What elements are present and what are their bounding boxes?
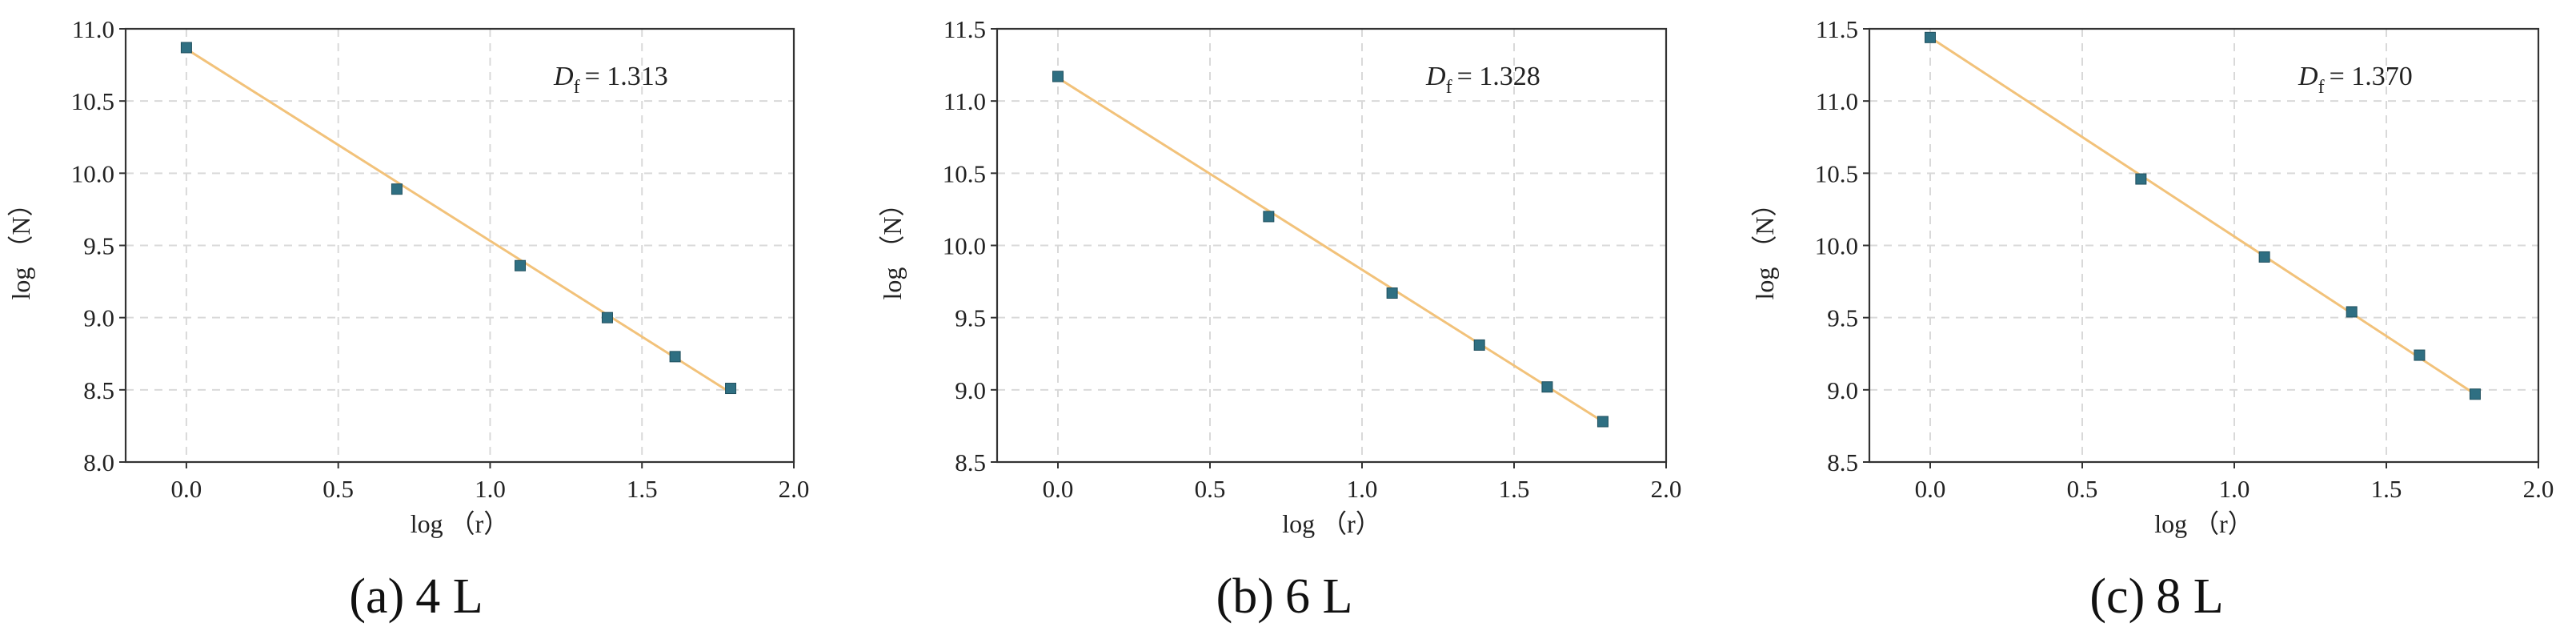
y-tick-label: 8.0: [83, 448, 114, 476]
df-symbol: D: [2298, 62, 2318, 91]
data-point: [1473, 339, 1485, 351]
df-annotation: Df = 1.313: [553, 62, 668, 98]
caption-volume: 8 L: [2156, 569, 2223, 624]
y-tick-label: 9.0: [1827, 376, 1858, 404]
y-tick-label: 8.5: [955, 448, 986, 476]
panel-caption: (a) 4 L: [349, 569, 483, 624]
x-tick-label: 0.0: [171, 475, 202, 503]
df-subscript: f: [574, 77, 580, 98]
panel-caption: (c) 8 L: [2089, 569, 2223, 624]
data-point: [515, 259, 527, 271]
df-symbol: D: [1425, 62, 1446, 91]
x-tick-label: 0.0: [1915, 475, 1946, 503]
df-subscript: f: [2318, 77, 2325, 98]
x-tick-label: 0.5: [1195, 475, 1226, 503]
x-axis-label: log （r）: [1282, 509, 1381, 538]
y-tick-label: 10.5: [943, 159, 986, 187]
panel-caption: (b) 6 L: [1216, 569, 1353, 624]
data-point: [1925, 31, 1936, 43]
x-tick-label: 2.0: [2523, 475, 2554, 503]
x-axis-label: log （r）: [2154, 509, 2253, 538]
data-point: [2135, 173, 2147, 185]
y-tick-label: 10.0: [943, 232, 986, 260]
x-tick-label: 1.0: [2219, 475, 2250, 503]
data-point: [1052, 70, 1064, 82]
data-point: [601, 311, 613, 324]
y-tick-label: 10.5: [1815, 159, 1858, 187]
caption-letter: (b): [1216, 569, 1274, 624]
data-point: [2414, 349, 2426, 361]
y-tick-label: 9.5: [1827, 304, 1858, 332]
df-annotation: Df = 1.328: [1425, 62, 1540, 98]
df-annotation: Df = 1.370: [2298, 62, 2413, 98]
data-point: [2346, 306, 2358, 318]
data-point: [669, 351, 681, 363]
y-tick-label: 11.5: [943, 15, 986, 43]
data-point: [2258, 251, 2270, 263]
y-tick-label: 11.0: [943, 87, 986, 115]
y-tick-label: 10.0: [71, 159, 114, 187]
fit-line: [186, 47, 731, 394]
df-subscript: f: [1446, 77, 1452, 98]
df-value: = 1.328: [1457, 62, 1540, 91]
y-tick-label: 8.5: [1827, 448, 1858, 476]
chart-panel-2: 0.0 0.5 1.0 1.5 2.0 8.5 9.0 9.5 10.0 10.5 11.0 11.5…: [878, 15, 1681, 624]
y-tick-label: 9.5: [83, 232, 114, 260]
x-tick-label: 1.0: [475, 475, 506, 503]
x-tick-label: 1.0: [1347, 475, 1378, 503]
y-tick-label: 11.0: [72, 15, 114, 43]
plot-frame: [1868, 27, 2540, 464]
df-symbol: D: [553, 62, 574, 91]
y-tick-label: 11.5: [1816, 15, 1858, 43]
df-value: = 1.313: [585, 62, 668, 91]
x-tick-label: 1.5: [2371, 475, 2402, 503]
caption-volume: 6 L: [1285, 569, 1352, 624]
data-point: [1263, 211, 1275, 223]
data-point: [1596, 416, 1608, 428]
x-tick-label: 0.5: [2067, 475, 2098, 503]
caption-letter: (a): [349, 569, 404, 624]
caption-letter: (c): [2089, 569, 2145, 624]
y-tick-label: 9.5: [955, 304, 986, 332]
x-tick-label: 2.0: [779, 475, 810, 503]
data-point: [391, 183, 403, 195]
data-point: [1386, 287, 1398, 299]
fit-line: [1057, 77, 1604, 423]
y-axis-label: log （N）: [6, 191, 35, 299]
plot-frame: [124, 27, 795, 464]
y-tick-label: 11.0: [1816, 87, 1858, 115]
caption-volume: 4 L: [415, 569, 483, 624]
x-tick-label: 0.0: [1043, 475, 1074, 503]
x-tick-label: 0.5: [323, 475, 354, 503]
x-axis-label: log （r）: [411, 509, 510, 538]
plot-frame: [996, 27, 1668, 464]
data-point: [1541, 381, 1553, 393]
x-tick-label: 1.5: [1499, 475, 1530, 503]
y-tick-label: 9.0: [83, 304, 114, 332]
y-axis-label: log （N）: [878, 191, 907, 299]
df-value: = 1.370: [2330, 62, 2413, 91]
data-point: [180, 42, 192, 54]
x-tick-label: 2.0: [1651, 475, 1682, 503]
y-axis-label: log （N）: [1750, 191, 1779, 299]
x-tick-label: 1.5: [627, 475, 658, 503]
y-tick-label: 8.5: [83, 376, 114, 404]
chart-panel-1: 0.0 0.5 1.0 1.5 2.0 8.0 8.5 9.0 9.5 10.0 10.5 11.0 D…: [6, 15, 809, 624]
y-tick-label: 10.0: [1815, 232, 1858, 260]
fit-line: [1929, 36, 2476, 396]
y-tick-label: 9.0: [955, 376, 986, 404]
y-tick-label: 10.5: [71, 87, 114, 115]
chart-panel-3: 0.0 0.5 1.0 1.5 2.0 8.5 9.0 9.5 10.0 10.5 11.0 11.5…: [1750, 15, 2554, 624]
data-point: [2469, 388, 2481, 400]
data-point: [725, 383, 737, 395]
